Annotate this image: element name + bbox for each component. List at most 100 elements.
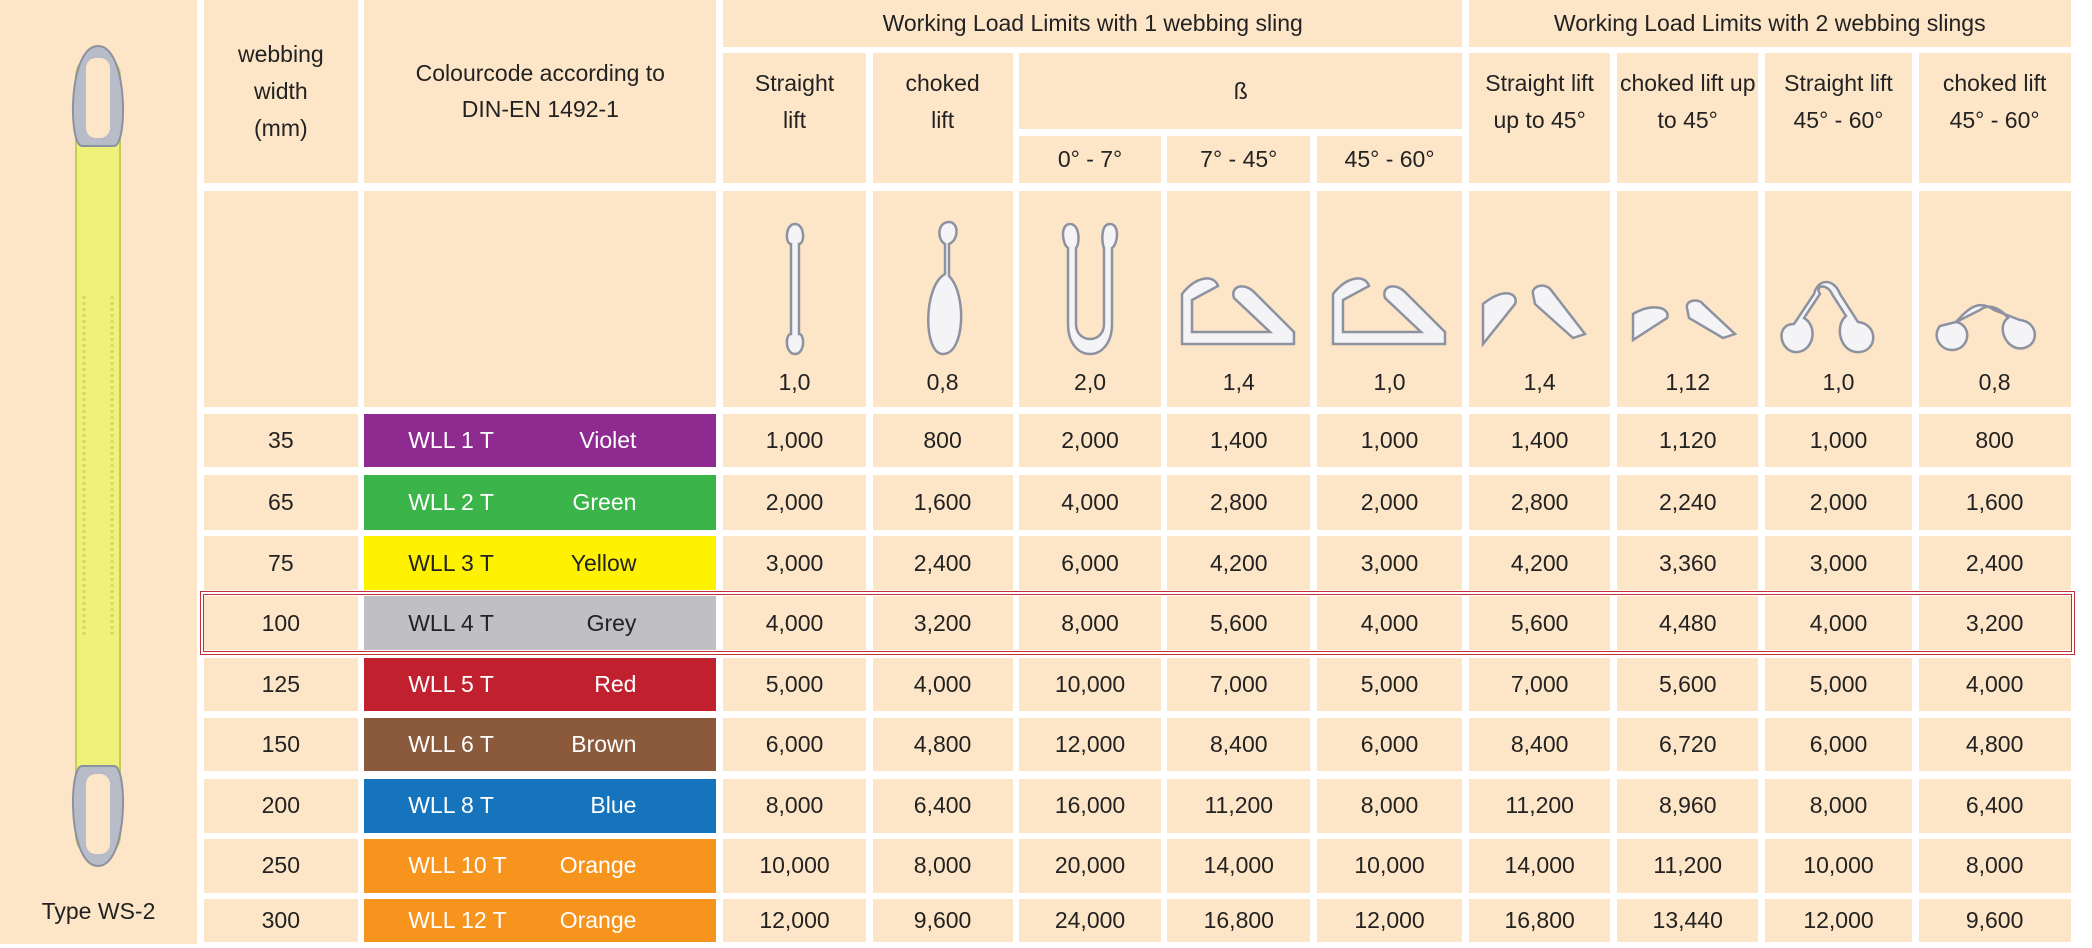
value-cell: 2,800 <box>1167 474 1311 530</box>
value-cell-text: 11,200 <box>1204 792 1274 819</box>
value-cell-text: 5,600 <box>1658 671 1717 698</box>
colour-text: Blue <box>590 792 637 819</box>
value-cell: 2,800 <box>1468 474 1611 530</box>
value-cell-text: 6,000 <box>1360 731 1419 758</box>
value-cell-text: 12,000 <box>759 907 830 934</box>
value-cell-text: 4,800 <box>1965 731 2024 758</box>
value-cell: 14,000 <box>1468 839 1611 893</box>
value-cell-text: 4,800 <box>913 731 972 758</box>
header-cell: ß <box>1019 53 1463 130</box>
value-cell-text: 800 <box>923 426 962 453</box>
wll-text: WLL 5 T <box>408 671 494 698</box>
value-cell: 8,000 <box>723 779 866 833</box>
width-cell: 150 <box>204 717 358 772</box>
icon-cell <box>364 190 717 407</box>
value-cell-text: 8,000 <box>913 852 972 879</box>
value-cell-text: 16,000 <box>1054 792 1126 819</box>
value-cell: 4,000 <box>1019 474 1161 530</box>
width-cell-text: 125 <box>261 671 301 698</box>
width-cell-text: 75 <box>268 549 294 576</box>
width-cell: 250 <box>204 839 358 893</box>
value-cell-text: 1,000 <box>1809 426 1868 453</box>
value-cell: 4,800 <box>1918 717 2071 772</box>
width-cell-text: 300 <box>261 907 301 934</box>
colour-text: Brown <box>571 731 637 758</box>
value-cell: 8,000 <box>872 839 1013 893</box>
value-cell-text: 1,400 <box>1510 426 1569 453</box>
value-cell: 800 <box>872 413 1013 467</box>
header-cell: choked lift <box>872 53 1013 183</box>
value-cell-text: 12,000 <box>1054 731 1126 758</box>
value-cell-text: 20,000 <box>1054 852 1126 879</box>
value-cell-text: 8,400 <box>1510 731 1569 758</box>
width-cell-text: 150 <box>261 731 301 758</box>
width-cell-text: 100 <box>261 609 301 636</box>
value-cell-text: 6,400 <box>913 792 972 819</box>
colour-text: Orange <box>559 907 637 934</box>
value-cell-text: 2,800 <box>1210 488 1268 515</box>
value-cell: 16,000 <box>1019 779 1161 833</box>
value-cell-text: 2,400 <box>913 549 972 576</box>
side-panel: Type WS-2 <box>0 0 197 944</box>
value-cell-text: 12,000 <box>1354 907 1425 934</box>
value-cell: 5,600 <box>1617 657 1759 712</box>
value-cell-text: 9,600 <box>913 907 972 934</box>
value-cell: 9,600 <box>872 899 1013 942</box>
header-cell-text: Straight lift 45° - 60° <box>1784 70 1893 134</box>
colour-text: Red <box>594 671 637 698</box>
value-cell-text: 1,400 <box>1210 426 1268 453</box>
value-cell-text: 2,000 <box>1061 426 1119 453</box>
value-cell-text: 11,200 <box>1505 792 1574 819</box>
value-cell: 10,000 <box>1019 657 1161 712</box>
value-cell: 1,000 <box>1765 413 1912 467</box>
value-cell-text: 1,120 <box>1658 426 1717 453</box>
icon-cell <box>204 190 358 407</box>
sling-icon <box>926 220 962 356</box>
value-cell-text: 2,240 <box>1658 488 1717 515</box>
value-cell: 24,000 <box>1019 899 1161 942</box>
factor: 1,4 <box>1222 369 1255 396</box>
header-cell: Straight lift <box>723 53 866 183</box>
value-cell-text: 7,000 <box>1510 671 1569 698</box>
icon-cell: 1,0 <box>723 190 866 407</box>
value-cell-text: 4,000 <box>1360 609 1419 636</box>
width-cell: 125 <box>204 657 358 712</box>
value-cell: 5,600 <box>1468 596 1611 650</box>
header-cell-text: choked lift up to 45° <box>1619 70 1756 134</box>
sling-icon <box>1481 284 1587 348</box>
wll-text: WLL 6 T <box>408 731 494 758</box>
value-cell: 11,200 <box>1468 779 1611 833</box>
width-cell: 65 <box>204 474 358 530</box>
colour-cell: WLL 12 T Orange <box>364 899 717 942</box>
value-cell-text: 13,440 <box>1652 907 1723 934</box>
width-cell-text: 65 <box>268 488 294 515</box>
wll-text: WLL 4 T <box>408 609 494 636</box>
value-cell: 2,400 <box>1918 536 2071 590</box>
value-cell: 11,200 <box>1167 779 1311 833</box>
width-cell: 35 <box>204 413 358 467</box>
value-cell: 2,400 <box>872 536 1013 590</box>
value-cell: 16,800 <box>1468 899 1611 942</box>
header-cell-text: 45° - 60° <box>1344 146 1435 173</box>
value-cell: 1,600 <box>872 474 1013 530</box>
wll-text: WLL 2 T <box>408 488 494 515</box>
value-cell: 6,400 <box>872 779 1013 833</box>
colour-cell: WLL 3 T Yellow <box>364 536 717 590</box>
value-cell: 4,000 <box>1765 596 1912 650</box>
value-cell: 8,000 <box>1918 839 2071 893</box>
value-cell: 4,800 <box>872 717 1013 772</box>
header-cell: Straight lift up to 45° <box>1468 53 1611 183</box>
value-cell: 8,960 <box>1617 779 1759 833</box>
sling-icon <box>1061 222 1119 356</box>
value-cell: 5,000 <box>1316 657 1463 712</box>
value-cell-text: 7,000 <box>1210 671 1268 698</box>
sling-icon <box>785 222 804 356</box>
value-cell-text: 14,000 <box>1504 852 1575 879</box>
value-cell-text: 4,000 <box>913 671 972 698</box>
value-cell: 4,000 <box>723 596 866 650</box>
value-cell-text: 8,960 <box>1658 792 1717 819</box>
width-cell-text: 200 <box>261 792 301 819</box>
sling-icon <box>1331 277 1446 346</box>
sling-icon <box>1935 304 2036 352</box>
header-cell-text: choked lift 45° - 60° <box>1942 70 2047 134</box>
